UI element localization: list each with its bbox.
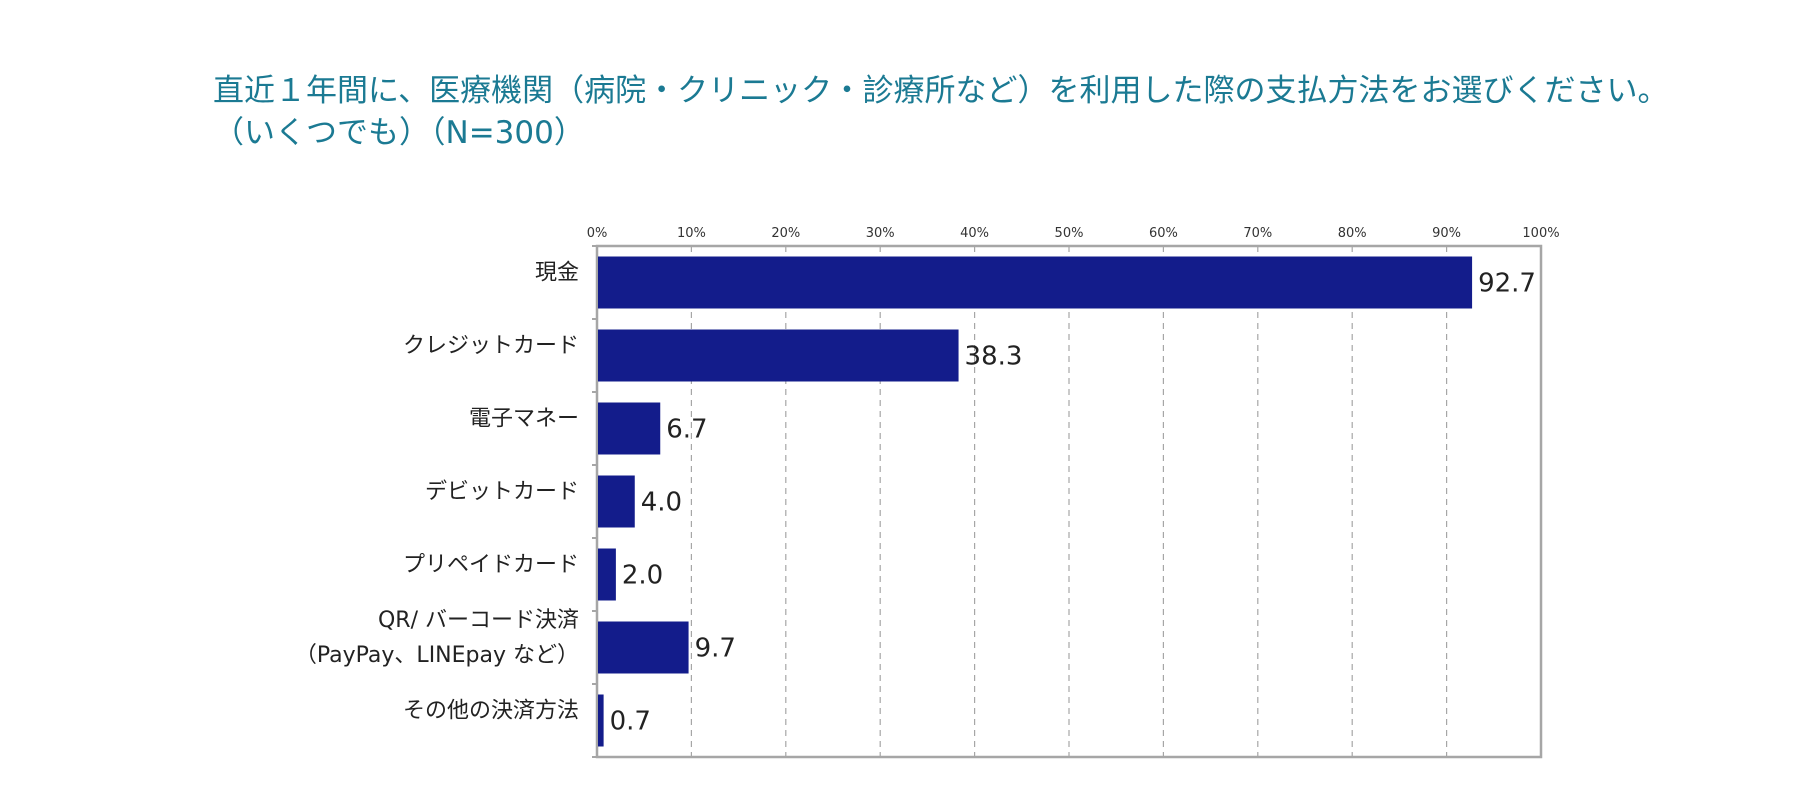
data-label: 38.3	[965, 342, 1023, 372]
x-tick-label: 10%	[677, 226, 706, 241]
x-tick-label: 0%	[587, 226, 608, 241]
category-label: 現金	[535, 261, 579, 286]
x-tick-label: 80%	[1338, 226, 1367, 241]
x-tick-label: 50%	[1055, 226, 1084, 241]
data-label: 4.0	[641, 488, 682, 518]
x-tick-label: 40%	[960, 226, 989, 241]
x-tick-label: 60%	[1149, 226, 1178, 241]
category-label: 電子マネー	[469, 407, 579, 432]
category-label: クレジットカード	[403, 334, 579, 359]
bar	[598, 694, 604, 747]
bar	[598, 402, 661, 455]
x-tick-label: 100%	[1522, 226, 1559, 241]
data-label: 0.7	[610, 707, 651, 737]
category-label: プリペイドカード	[403, 553, 579, 578]
x-tick-label: 90%	[1432, 226, 1461, 241]
data-label: 6.7	[666, 415, 707, 445]
chart-title-line-2: （いくつでも）（N=300）	[213, 115, 585, 151]
bar	[598, 256, 1473, 309]
data-label: 2.0	[622, 561, 663, 591]
bar	[598, 329, 959, 382]
category-label: デビットカード	[425, 480, 579, 505]
category-label: その他の決済方法	[403, 699, 579, 724]
data-label: 9.7	[695, 634, 736, 664]
bar	[598, 475, 635, 528]
plot-frame	[595, 244, 1543, 759]
bar	[598, 548, 616, 601]
category-label: QR/ バーコード決済	[378, 608, 579, 633]
x-tick-label: 30%	[866, 226, 895, 241]
chart-title: 直近１年間に、医療機関（病院・クリニック・診療所など）を利用した際の支払方法をお…	[213, 70, 1668, 154]
bar	[598, 621, 689, 674]
x-tick-label: 70%	[1243, 226, 1272, 241]
data-label: 92.7	[1478, 269, 1536, 299]
category-label: （PayPay、LINEpay など）	[295, 643, 579, 668]
x-tick-label: 20%	[771, 226, 800, 241]
chart-title-line-1: 直近１年間に、医療機関（病院・クリニック・診療所など）を利用した際の支払方法をお…	[213, 73, 1669, 109]
